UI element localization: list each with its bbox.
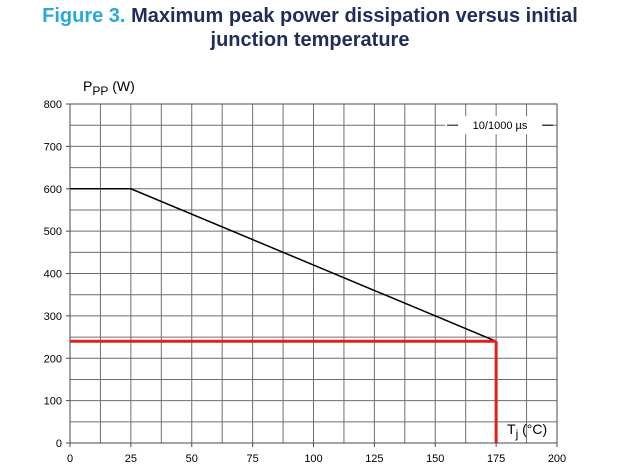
grid <box>66 103 558 447</box>
y-tick-label: 800 <box>44 99 62 111</box>
figure-title-line2: junction temperature <box>210 29 410 51</box>
x-tick-labels: 0 25 50 75 100 125 150 175 200 <box>67 453 566 465</box>
y-tick-label: 500 <box>44 226 62 238</box>
marker-lines <box>70 339 498 443</box>
figure-title-line1: Maximum peak power dissipation versus in… <box>131 5 578 27</box>
y-tick-label: 200 <box>44 353 62 365</box>
y-tick-label: 400 <box>44 269 62 281</box>
y-axis-label: PPP (W) <box>83 78 135 98</box>
legend: 10/1000 µs <box>445 116 553 135</box>
x-axis-label: Tj (°C) <box>507 421 547 441</box>
legend-label: 10/1000 µs <box>473 120 528 132</box>
series-line <box>70 188 497 342</box>
x-tick-label: 25 <box>125 453 137 465</box>
x-tick-label: 50 <box>186 453 198 465</box>
x-tick-label: 125 <box>365 453 383 465</box>
x-tick-label: 0 <box>67 453 73 465</box>
legend-background <box>445 116 543 135</box>
y-tick-label: 700 <box>44 141 62 153</box>
series-group <box>70 188 497 342</box>
y-tick-label: 0 <box>56 438 62 450</box>
y-tick-label: 300 <box>44 311 62 323</box>
x-tick-label: 175 <box>487 453 505 465</box>
x-tick-label: 100 <box>304 453 322 465</box>
y-tick-labels: 0 100 200 300 400 500 600 700 800 <box>44 99 62 450</box>
x-tick-label: 200 <box>548 453 566 465</box>
figure-label: Figure 3. <box>42 5 126 27</box>
y-tick-label: 600 <box>44 184 62 196</box>
y-tick-label: 100 <box>44 396 62 408</box>
figure-title: Figure 3. Maximum peak power dissipation… <box>0 4 620 52</box>
x-tick-label: 75 <box>247 453 259 465</box>
x-tick-label: 150 <box>426 453 444 465</box>
